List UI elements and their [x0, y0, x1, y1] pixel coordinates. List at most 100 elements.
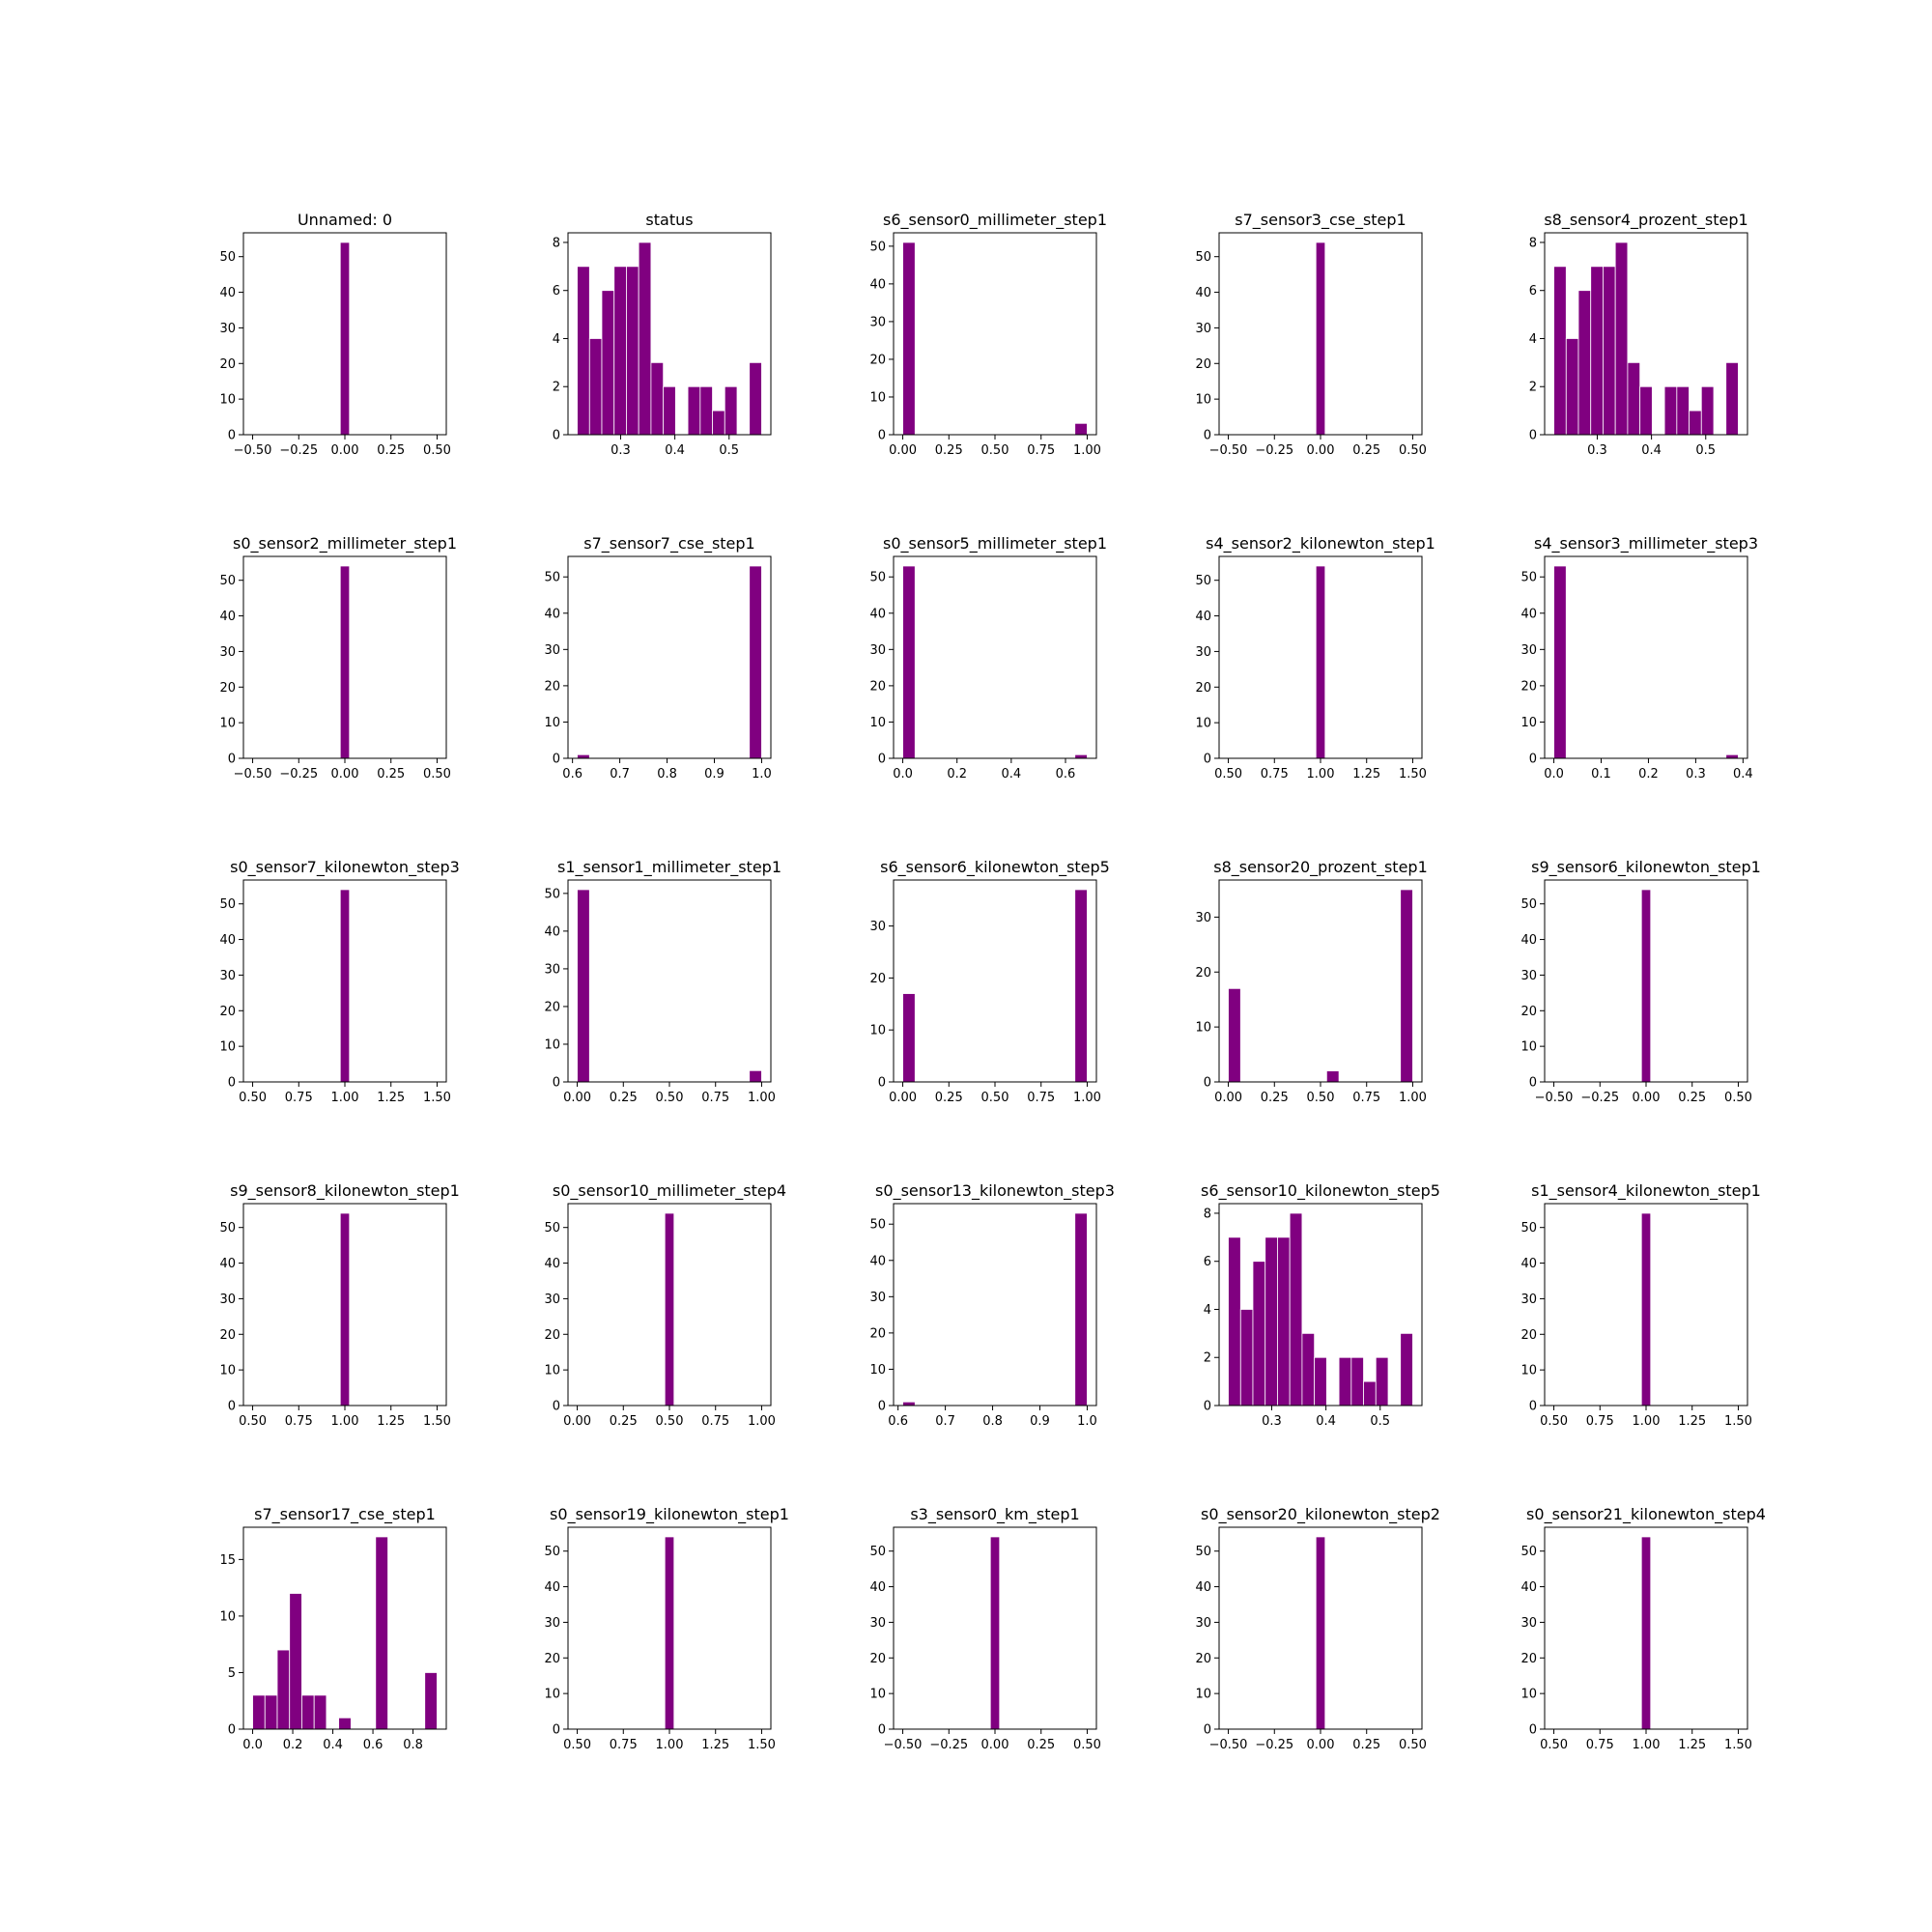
x-tick-label: 1.50: [1399, 767, 1427, 781]
y-tick-label: 40: [1520, 1580, 1537, 1595]
subplot-16: s0_sensor10_millimeter_step4 0.00 0.25 0.50…: [544, 1181, 786, 1429]
y-tick-label: 50: [1520, 1545, 1537, 1559]
y-tick-label: 40: [219, 1257, 236, 1271]
axes-frame: [893, 879, 1097, 1083]
y-tick-label: 50: [869, 571, 886, 585]
histogram-bar: [1228, 1236, 1241, 1406]
y-tick-label: 30: [219, 645, 236, 660]
x-tick-label: 1.00: [1073, 443, 1101, 458]
y-tick-label: 0: [1204, 1400, 1211, 1414]
subplot-title: s1_sensor1_millimeter_step1: [557, 858, 781, 877]
x-tick-label: 0.75: [1027, 1091, 1055, 1105]
subplot-13: s8_sensor20_prozent_step1 0.00 0.25 0.50 0.7…: [1195, 858, 1427, 1105]
y-tick-label: 0: [228, 753, 236, 767]
histogram-bar: [1627, 361, 1641, 436]
histogram-bar: [749, 361, 762, 436]
y-tick-label: 30: [1520, 1293, 1537, 1307]
subplot-8: s4_sensor2_kilonewton_step1 0.50 0.75 1.00 1…: [1195, 534, 1435, 781]
subplot-title: s4_sensor2_kilonewton_step1: [1206, 534, 1435, 554]
y-tick-label: 20: [1195, 357, 1211, 372]
subplot-19: s1_sensor4_kilonewton_step1 0.50 0.75 1.00 1…: [1520, 1181, 1760, 1429]
y-tick-label: 10: [544, 1364, 560, 1378]
x-tick-label: −0.50: [234, 767, 272, 781]
y-tick-label: 0: [1204, 753, 1211, 767]
x-tick-label: 0.2: [283, 1738, 303, 1752]
y-tick-label: 10: [219, 1609, 236, 1624]
y-tick-label: 2: [1529, 381, 1537, 395]
histogram-bar: [1074, 889, 1088, 1083]
subplot-6: s7_sensor7_cse_step1 0.6 0.7 0.8 0.9 1.0 0 10 20…: [544, 534, 771, 781]
y-tick-label: 4: [1204, 1303, 1211, 1318]
histogram-bar: [577, 889, 590, 1083]
histogram-bar: [1252, 1261, 1266, 1406]
x-tick-label: 0.75: [1586, 1414, 1614, 1429]
x-tick-label: 0.9: [1030, 1414, 1050, 1429]
y-tick-label: 50: [1520, 897, 1537, 912]
x-tick-label: 0.4: [665, 443, 685, 458]
x-tick-label: 1.50: [1724, 1738, 1752, 1752]
x-tick-label: 1.00: [748, 1091, 776, 1105]
histogram-bar: [1640, 1212, 1652, 1406]
y-tick-label: 50: [869, 1218, 886, 1233]
x-tick-label: 0.25: [1678, 1091, 1706, 1105]
axes-frame: [242, 1526, 447, 1730]
histogram-bar: [289, 1593, 302, 1730]
histogram-bar: [1074, 1212, 1088, 1406]
y-tick-label: 40: [1195, 610, 1211, 624]
y-tick-label: 40: [1195, 286, 1211, 300]
x-tick-label: 0.50: [1724, 1091, 1752, 1105]
y-tick-label: 20: [869, 679, 886, 694]
y-tick-label: 50: [544, 1221, 560, 1236]
y-tick-label: 20: [1520, 1328, 1537, 1343]
histogram-bar: [1289, 1212, 1303, 1406]
x-tick-label: 0.25: [610, 1091, 638, 1105]
y-tick-label: 40: [869, 1580, 886, 1595]
y-tick-label: 10: [219, 1040, 236, 1055]
histogram-bar: [626, 266, 639, 436]
y-tick-label: 0: [553, 429, 560, 443]
y-tick-label: 50: [219, 897, 236, 912]
y-tick-label: 40: [869, 607, 886, 621]
x-tick-label: 1.25: [701, 1738, 729, 1752]
x-tick-label: 0.00: [1307, 1738, 1335, 1752]
y-tick-label: 20: [1195, 1652, 1211, 1666]
y-tick-label: 30: [1195, 645, 1211, 660]
x-tick-label: −0.50: [884, 1738, 923, 1752]
x-tick-label: 0.5: [1370, 1414, 1390, 1429]
subplot-2: s6_sensor0_millimeter_step1 0.00 0.25 0.50 0…: [869, 211, 1107, 458]
y-tick-label: 20: [869, 1652, 886, 1666]
x-tick-label: 1.00: [1633, 1414, 1661, 1429]
histogram-bar: [339, 889, 351, 1083]
x-tick-label: 1.25: [1352, 767, 1380, 781]
y-tick-label: 20: [1520, 1652, 1537, 1666]
y-tick-label: 30: [219, 322, 236, 336]
y-tick-label: 20: [1520, 1005, 1537, 1019]
y-tick-label: 0: [1529, 1400, 1537, 1414]
x-tick-label: 0.50: [1399, 443, 1427, 458]
histogram-bar: [1640, 889, 1652, 1083]
x-tick-label: 0.00: [331, 443, 359, 458]
y-tick-label: 20: [1520, 679, 1537, 694]
y-tick-label: 0: [1529, 1723, 1537, 1738]
y-tick-label: 0: [228, 1723, 236, 1738]
histogram-bar: [749, 565, 762, 759]
y-tick-label: 30: [544, 643, 560, 658]
y-tick-label: 30: [544, 1293, 560, 1307]
y-tick-label: 0: [1204, 429, 1211, 443]
subplot-title: s6_sensor0_millimeter_step1: [883, 211, 1107, 230]
x-tick-label: 1.00: [1307, 767, 1335, 781]
histogram-bar: [650, 361, 665, 436]
y-tick-label: 50: [544, 571, 560, 585]
x-tick-label: 0.0: [893, 767, 913, 781]
x-tick-label: 1.00: [1073, 1091, 1101, 1105]
x-tick-label: 0.3: [1587, 443, 1607, 458]
x-tick-label: 0.5: [1695, 443, 1716, 458]
x-tick-label: 0.25: [1352, 1738, 1380, 1752]
x-tick-label: −0.50: [1209, 1738, 1248, 1752]
histogram-bar: [1350, 1356, 1364, 1406]
y-tick-label: 0: [878, 1723, 886, 1738]
y-tick-label: 0: [878, 1076, 886, 1091]
y-tick-label: 50: [1195, 574, 1211, 588]
y-tick-label: 0: [553, 1723, 560, 1738]
y-tick-label: 10: [869, 390, 886, 405]
